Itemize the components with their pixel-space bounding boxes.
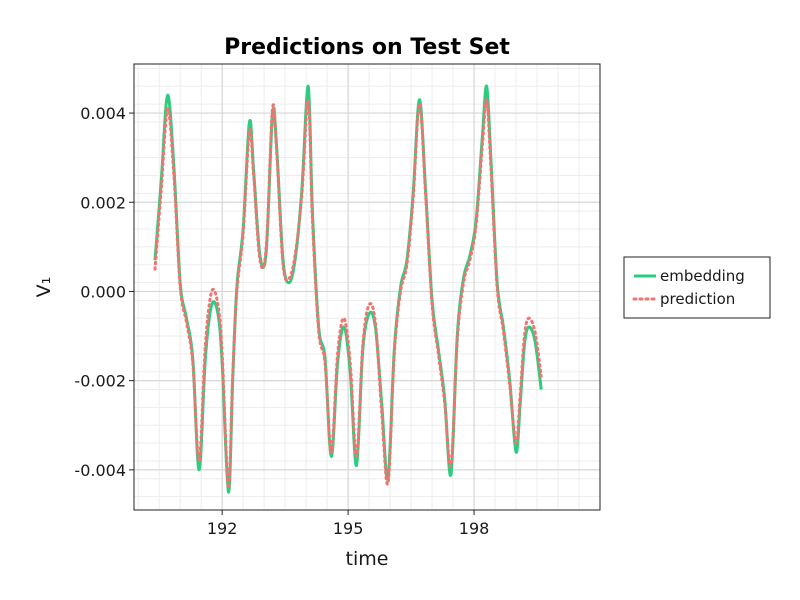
x-tick-label: 198 xyxy=(459,519,490,538)
y-axis-ticks: -0.004 -0.002 0.000 0.002 0.004 xyxy=(74,104,134,480)
plot-frame xyxy=(133,63,601,511)
chart-title: Predictions on Test Set xyxy=(224,35,510,60)
x-axis-label: time xyxy=(346,548,389,570)
series-line-prediction xyxy=(153,98,543,490)
y-tick-label: -0.004 xyxy=(74,461,126,480)
y-tick-label: 0.002 xyxy=(80,193,126,212)
y-axis-label: V₁ xyxy=(33,277,55,298)
x-axis-ticks: 192 195 198 xyxy=(207,510,489,538)
y-tick-label: 0.000 xyxy=(80,282,126,301)
y-tick-label: -0.002 xyxy=(74,372,126,391)
series-layer xyxy=(153,84,543,494)
legend-box xyxy=(623,256,771,319)
legend-label-prediction: prediction xyxy=(660,290,735,308)
legend-label-embedding: embedding xyxy=(660,267,745,285)
x-tick-label: 192 xyxy=(207,519,238,538)
major-grid xyxy=(134,64,600,510)
legend: embedding prediction xyxy=(623,256,771,319)
y-tick-label: 0.004 xyxy=(80,104,126,123)
x-tick-label: 195 xyxy=(333,519,364,538)
